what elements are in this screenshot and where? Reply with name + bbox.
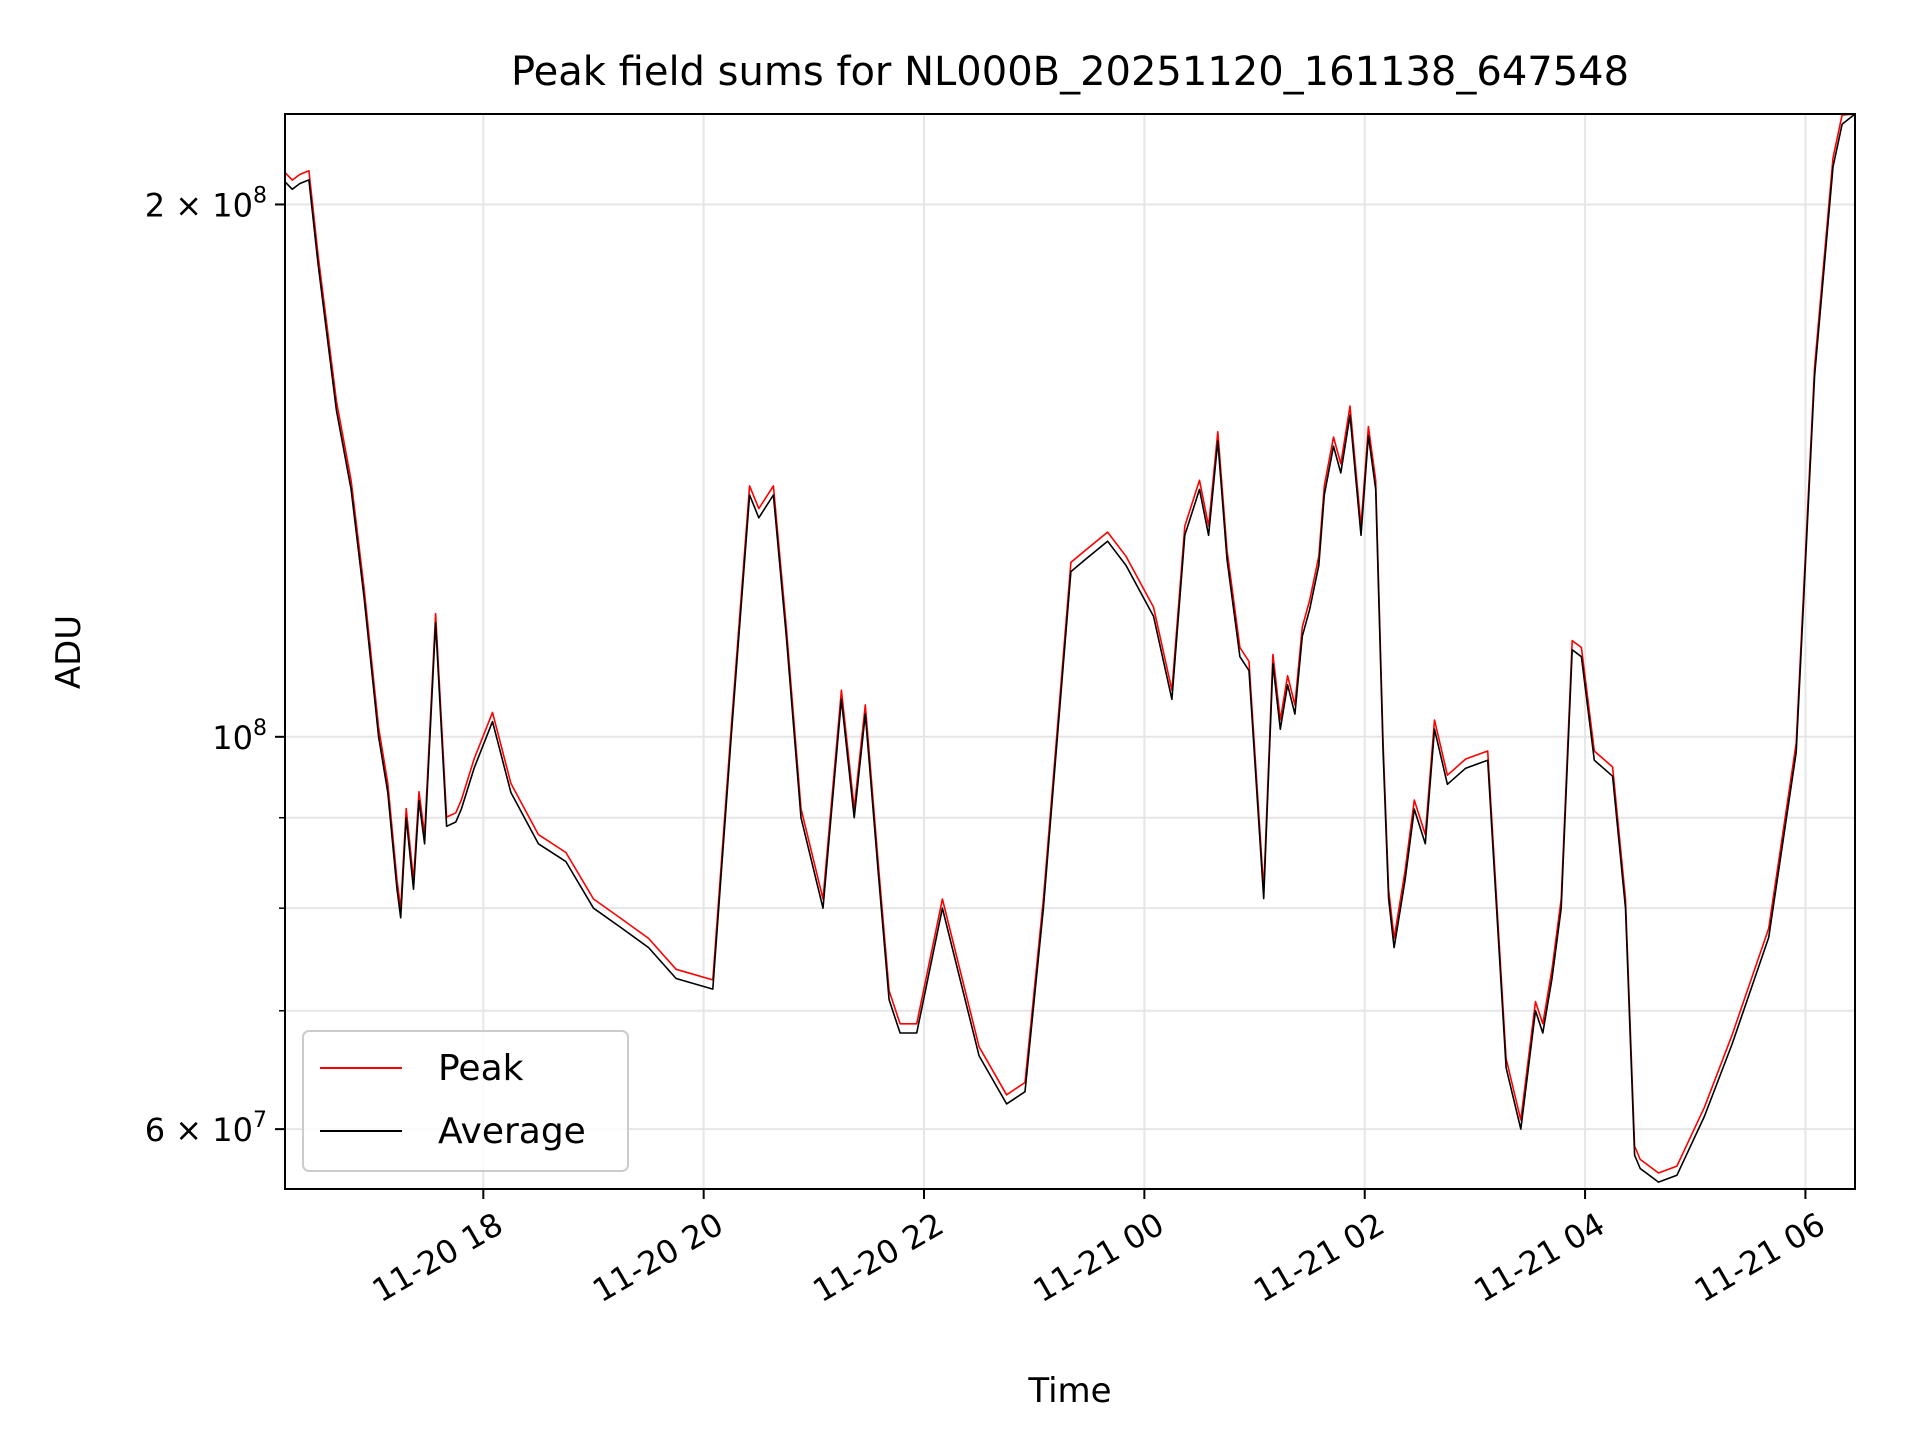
legend-label-average: Average [438, 1111, 586, 1152]
y-tick-label: 108 [212, 716, 267, 757]
y-axis-label: ADU [49, 615, 89, 689]
series-line-average [284, 113, 1856, 1183]
chart-title: Peak field sums for NL000B_20251120_1611… [511, 49, 1629, 95]
axis-ticks [275, 203, 1807, 1199]
grid [285, 114, 1855, 1189]
series-lines [284, 113, 1856, 1183]
legend-box [302, 1030, 629, 1172]
y-tick-label: 6 × 107 [145, 1108, 267, 1149]
y-tick-label: 2 × 108 [145, 183, 267, 224]
plot-frame [284, 113, 1856, 1190]
legend: Peak Average [302, 1030, 629, 1172]
legend-label-peak: Peak [438, 1048, 524, 1089]
y-tick-labels: 2 × 108 108 6 × 107 [145, 183, 267, 1149]
x-axis-label: Time [1027, 1371, 1111, 1411]
